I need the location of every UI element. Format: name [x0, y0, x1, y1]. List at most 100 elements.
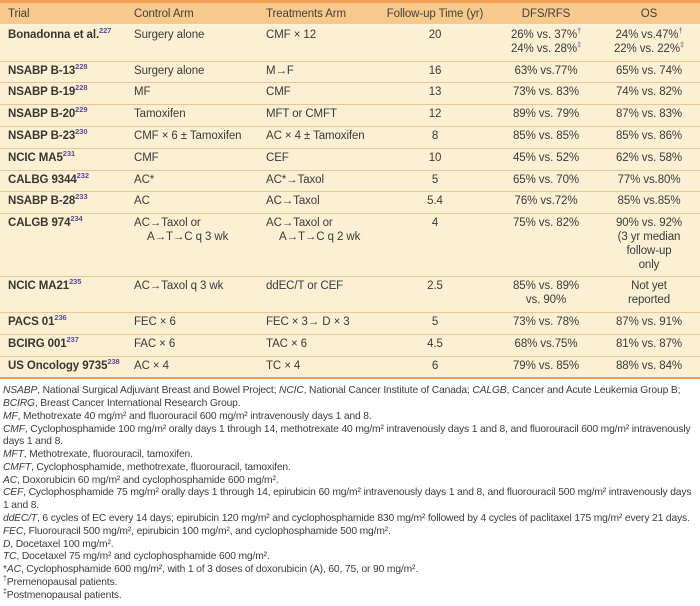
cell-text: 85% vs. 89%: [512, 280, 580, 293]
cell-text: 81% vs. 87%: [615, 337, 683, 350]
os-cell: 24% vs.47%† 22% vs. 22%‡: [598, 25, 700, 61]
cell-line: 85% vs. 89%: [496, 280, 596, 294]
control-arm-cell: MF: [126, 82, 258, 105]
table-row: NSABP B-28233 AC AC→Taxol 5.4 76% vs.72% 85% …: [0, 191, 700, 214]
table-row: NSABP B-23230 CMF × 6 ± Tamoxifen AC × 4 ±…: [0, 125, 700, 149]
cell-line: 26% vs. 37%†: [496, 27, 596, 43]
os-cell: 81% vs. 87%: [598, 333, 700, 357]
table-row: US Oncology 9735238 AC × 4 TC × 4 6 79% vs. …: [0, 355, 700, 379]
trial-cell: CALBG 9344232: [0, 169, 126, 192]
trial-name: NSABP B-23: [8, 129, 76, 142]
trial-name: PACS 01: [8, 315, 55, 328]
trial-cell: NSABP B-28233: [0, 191, 126, 214]
abbreviation-term: ddEC/T: [3, 513, 38, 524]
cell-line: TAC × 6: [266, 337, 307, 350]
cell-text: 62% vs. 58%: [615, 151, 683, 164]
footnote-text: , Docetaxel 100 mg/m².: [10, 538, 114, 550]
dfs-rfs-cell: 45% vs. 52%: [494, 147, 598, 171]
column-header-os: OS: [598, 1, 700, 26]
cell-line: CMF × 6 ± Tamoxifen: [134, 129, 242, 142]
treatments-arm-cell: CEF: [258, 147, 376, 171]
followup-time-cell: 5: [376, 169, 494, 192]
treatments-arm-cell: TAC × 6: [258, 333, 376, 357]
trial-name: NSABP B-20: [8, 108, 76, 121]
table-row: NSABP B-19228 MF CMF 13 73% vs. 83% 74% vs. 8…: [0, 82, 700, 105]
trial-name: NCIC MA5: [8, 151, 63, 164]
cell-text: 73% vs. 83%: [512, 86, 580, 99]
cell-line: 77% vs.80%: [600, 174, 698, 188]
trial-name: NSABP B-13: [8, 64, 76, 77]
trial-cell: PACS 01236: [0, 311, 126, 335]
trial-name: NSABP B-19: [8, 86, 76, 99]
abbreviation-term: TC: [3, 551, 17, 563]
footnote: *AC, Cyclophosphamide 600 mg/m², with 1 …: [3, 564, 696, 577]
os-cell: 77% vs.80%: [598, 169, 700, 192]
os-cell: 85% vs. 86%: [598, 125, 700, 149]
os-cell: 74% vs. 82%: [598, 82, 700, 105]
cell-line: A→T→C q 2 wk: [279, 230, 361, 243]
trial-cell: US Oncology 9735238: [0, 355, 126, 379]
cell-text: 65% vs. 74%: [615, 64, 683, 77]
cell-text: vs. 90%: [525, 294, 567, 307]
table-row: NCIC MA21235 AC→Taxol q 3 wk ddEC/T or CEF…: [0, 276, 700, 313]
cell-text: 85% vs. 86%: [615, 129, 683, 142]
os-cell: 62% vs. 58%: [598, 147, 700, 171]
cell-line: Not yet: [600, 280, 698, 294]
cell-text: 85% vs. 85%: [512, 129, 580, 142]
footnote-marker: ‡: [3, 588, 7, 596]
trial-cell: NSABP B-19228: [0, 82, 126, 105]
cell-line: 73% vs. 83%: [496, 86, 596, 100]
control-arm-cell: AC: [126, 191, 258, 214]
cell-line: 65% vs. 74%: [600, 65, 698, 79]
abbreviation-term: CMFT: [3, 461, 31, 473]
os-cell: Not yet reported: [598, 276, 700, 313]
abbreviation-term: NSABP: [3, 385, 38, 397]
cell-line: AC→Taxol or: [266, 217, 333, 230]
reference-number: 233: [75, 192, 88, 202]
trial-cell: NCIC MA21235: [0, 276, 126, 313]
dfs-rfs-cell: 73% vs. 83%: [494, 82, 598, 105]
footnote-text: Premenopausal patients.: [6, 576, 118, 588]
cell-line: 63% vs.77%: [496, 65, 596, 79]
cell-line: 65% vs. 70%: [496, 174, 596, 188]
cell-text: 85% vs.85%: [617, 195, 681, 208]
dfs-rfs-cell: 68% vs.75%: [494, 333, 598, 357]
trial-cell: NSABP B-13228: [0, 60, 126, 83]
abbreviation-term: MF: [3, 410, 18, 422]
trial-cell: Bonadonna et al.227: [0, 25, 126, 61]
trial-name: CALBG 9344: [8, 173, 77, 186]
cell-line: 45% vs. 52%: [496, 152, 596, 166]
cell-text: Not yet: [631, 280, 667, 293]
cell-text: 68% vs.75%: [514, 337, 578, 350]
footnote-text: , Methotrexate 40 mg/m² and fluorouracil…: [17, 410, 372, 422]
trial-name: CALGB 974: [8, 217, 71, 230]
table-row: PACS 01236 FEC × 6 FEC × 3→ D × 3 5 73% vs. …: [0, 311, 700, 335]
footnote-text: Postmenopausal patients.: [6, 589, 122, 601]
control-arm-cell: AC*: [126, 169, 258, 192]
cell-text: 24% vs. 28%: [510, 42, 577, 55]
treatments-arm-cell: CMF: [258, 82, 376, 105]
cell-line: AC→Taxol q 3 wk: [134, 280, 224, 293]
cell-line: (3 yr median: [600, 231, 698, 245]
table-row: BCIRG 001237 FAC × 6 TAC × 6 4.5 68% vs.75% 8…: [0, 333, 700, 357]
cell-text: follow-up: [626, 244, 672, 257]
table-row: CALBG 9344232 AC* AC*→Taxol 5 65% vs. 70% 77%…: [0, 169, 700, 192]
dfs-rfs-cell: 73% vs. 78%: [494, 311, 598, 335]
abbreviation-term: AC: [3, 474, 18, 486]
cell-text: 26% vs. 37%: [510, 29, 577, 41]
cell-line: 74% vs. 82%: [600, 86, 698, 100]
reference-number: 230: [75, 127, 88, 137]
trial-cell: BCIRG 001237: [0, 333, 126, 357]
os-cell: 87% vs. 83%: [598, 104, 700, 127]
cell-line: 62% vs. 58%: [600, 152, 698, 166]
cell-line: 79% vs. 85%: [496, 360, 596, 374]
cell-line: follow-up: [600, 245, 698, 259]
adjuvant-chemotherapy-trials-table: Trial Control Arm Treatments Arm Follow-…: [0, 0, 700, 380]
footnote: FEC, Fluorouracil 500 mg/m², epirubicin …: [3, 526, 696, 539]
followup-time-cell: 12: [376, 104, 494, 127]
table-row: NSABP B-20229 Tamoxifen MFT or CMFT 12 89% v…: [0, 104, 700, 127]
followup-time-cell: 6: [376, 355, 494, 379]
followup-time-cell: 5: [376, 311, 494, 335]
treatments-arm-cell: ddEC/T or CEF: [258, 276, 376, 313]
